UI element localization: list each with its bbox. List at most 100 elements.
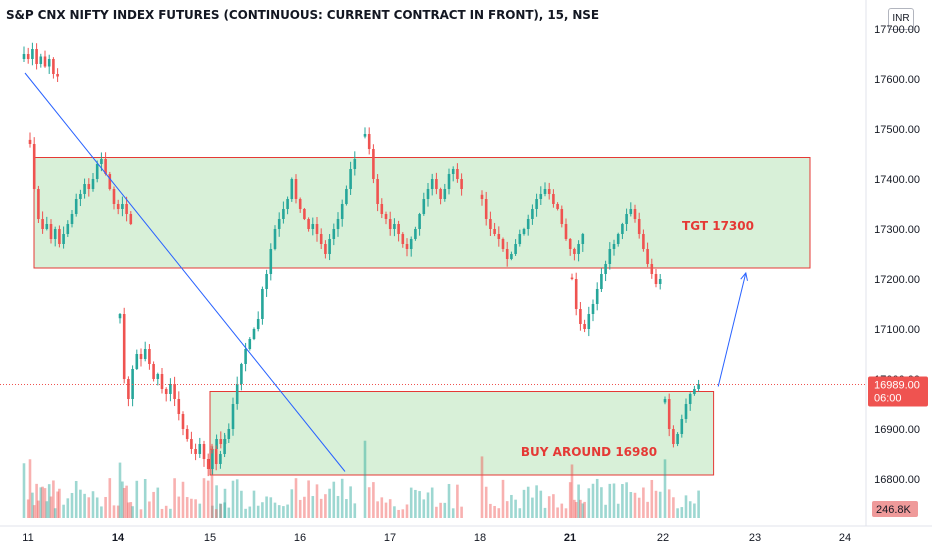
candle	[303, 207, 306, 221]
volume-bar	[543, 507, 547, 518]
volume-bar	[45, 501, 49, 518]
candle-body	[430, 179, 434, 189]
volume-bar	[235, 479, 239, 518]
volume-bar	[505, 501, 509, 518]
volume-bar	[37, 500, 40, 518]
candle	[650, 258, 654, 279]
price-tick-label: 16900.00	[874, 424, 920, 436]
candle-body	[633, 209, 637, 219]
target-zone-label: TGT 17300	[682, 219, 754, 233]
candle-body	[625, 214, 628, 224]
candle-body	[256, 319, 260, 329]
volume-bar	[227, 507, 231, 518]
volume-bar	[35, 483, 38, 518]
candle-body	[570, 277, 574, 279]
candle-body	[493, 229, 496, 234]
candle	[663, 396, 667, 405]
volume-bar	[637, 497, 641, 518]
target-zone[interactable]	[33, 157, 811, 269]
buy-zone[interactable]	[209, 391, 715, 476]
volume-bar	[535, 485, 538, 518]
candle	[210, 443, 214, 454]
candle	[282, 201, 285, 224]
time-tick-label: 11	[22, 532, 33, 544]
candle	[600, 268, 603, 292]
candle-body	[418, 214, 421, 229]
candle-body	[564, 224, 568, 239]
candle-body	[376, 179, 379, 204]
candle-body	[573, 249, 576, 254]
volume-bar	[315, 484, 319, 518]
candle-body	[397, 224, 400, 234]
candle	[22, 46, 26, 63]
candle-body	[303, 209, 306, 219]
candle	[376, 174, 379, 212]
price-tick-label: 17300.00	[874, 224, 920, 236]
volume-bar	[522, 489, 526, 518]
volume-bar	[570, 464, 574, 518]
candle-body	[231, 404, 235, 429]
trend-line[interactable]	[24, 72, 346, 472]
volume-bar	[39, 487, 43, 518]
volume-bar	[663, 459, 667, 518]
candle-body	[672, 429, 675, 444]
candle	[307, 217, 310, 232]
buy-zone-label: BUY AROUND 16980	[521, 445, 657, 459]
volume-bar	[676, 508, 679, 518]
volume-bar	[32, 505, 36, 518]
candle-body	[693, 389, 696, 394]
candle	[556, 202, 559, 211]
candle-body	[26, 54, 30, 59]
volume-bar	[456, 484, 459, 518]
candle-body	[62, 234, 65, 244]
volume-bar	[577, 484, 580, 518]
last-price-badge	[868, 376, 928, 407]
candle-body	[447, 174, 451, 189]
volume-bar	[531, 497, 534, 518]
volume-bar	[345, 499, 348, 518]
candle	[564, 218, 568, 241]
candle-body	[298, 199, 302, 209]
volume-bar	[697, 490, 700, 518]
volume-bar	[219, 504, 223, 518]
candle-body	[489, 219, 492, 229]
arrow-line[interactable]	[717, 272, 747, 387]
candle-body	[684, 404, 688, 419]
candle	[43, 50, 47, 68]
candle-body	[642, 234, 645, 249]
candle-body	[621, 224, 624, 234]
candle-body	[282, 209, 285, 219]
candle	[447, 168, 451, 195]
candle	[414, 226, 417, 241]
volume-bar	[214, 509, 218, 518]
volume-bar	[595, 478, 599, 518]
candle-body	[349, 169, 352, 189]
volume-bar	[118, 462, 122, 518]
candle-body	[95, 164, 99, 179]
candle	[543, 182, 547, 197]
volume-bar	[501, 479, 505, 518]
price-tick-label: 17200.00	[874, 274, 920, 286]
candle	[672, 425, 675, 448]
volume-bar	[547, 496, 551, 518]
candle	[484, 191, 488, 226]
candle	[439, 187, 442, 205]
volume-bar	[83, 493, 86, 518]
volume-bar	[581, 503, 585, 518]
candle	[131, 365, 134, 407]
volume-bar	[198, 503, 202, 518]
candle-body	[676, 434, 679, 444]
candle	[547, 182, 551, 200]
candle-body	[116, 204, 120, 209]
candle	[340, 199, 344, 227]
candle	[633, 204, 637, 223]
candle	[269, 243, 273, 281]
volume-bar	[206, 480, 210, 518]
candle	[531, 204, 534, 225]
candle	[587, 306, 591, 337]
candle	[129, 211, 133, 226]
volume-bar	[47, 484, 51, 518]
candle	[388, 211, 392, 236]
currency-button[interactable]: INR	[888, 8, 914, 30]
